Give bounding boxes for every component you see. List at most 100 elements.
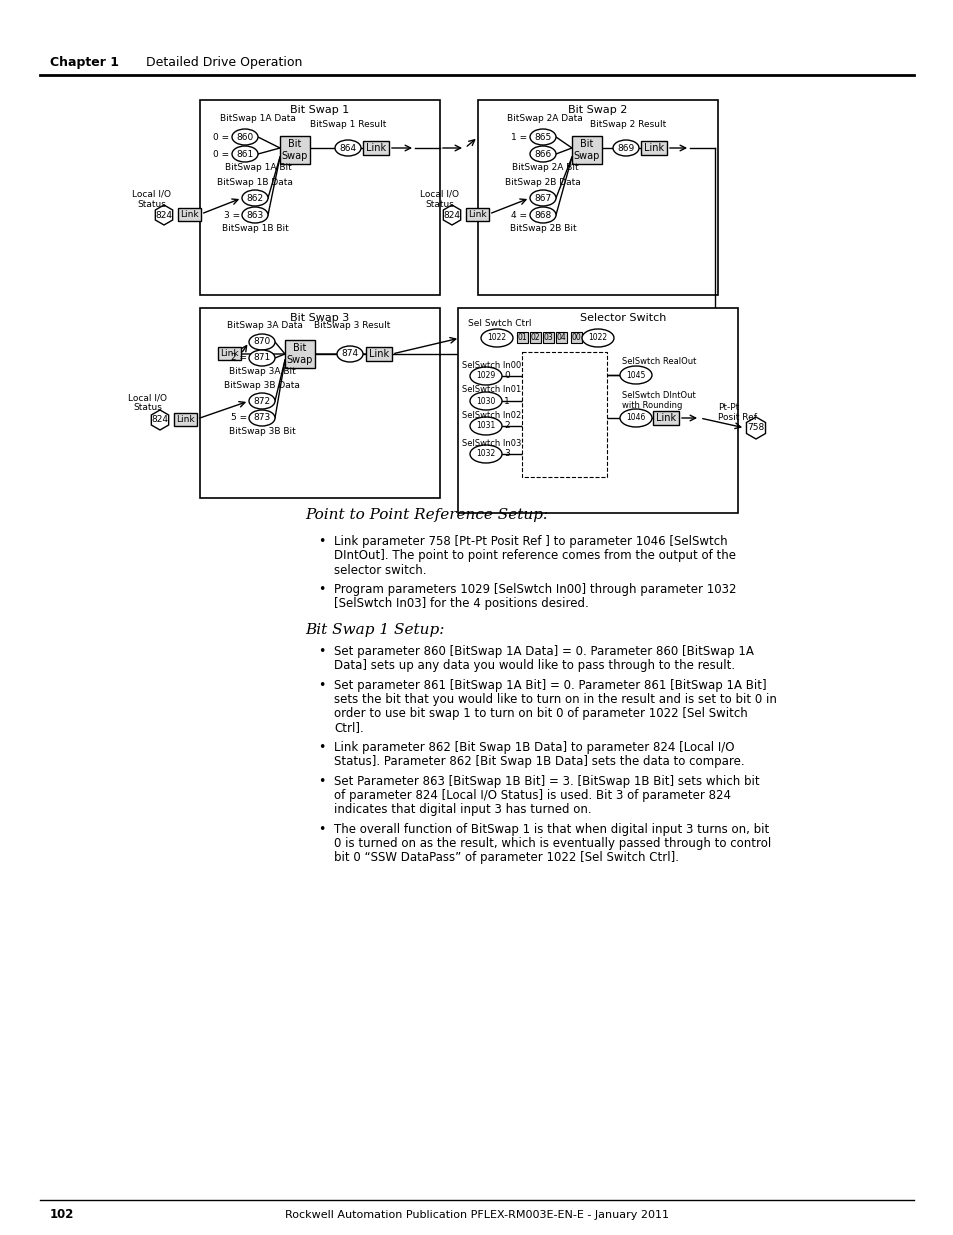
Text: The overall function of BitSwap 1 is that when digital input 3 turns on, bit: The overall function of BitSwap 1 is tha… — [334, 824, 768, 836]
Text: Local I/O: Local I/O — [129, 394, 168, 403]
Text: BitSwap 3B Bit: BitSwap 3B Bit — [229, 426, 295, 436]
Text: 758: 758 — [746, 424, 763, 432]
Text: 863: 863 — [246, 210, 263, 220]
Text: •: • — [317, 679, 325, 693]
Text: order to use bit swap 1 to turn on bit 0 of parameter 1022 [Sel Switch: order to use bit swap 1 to turn on bit 0… — [334, 708, 747, 720]
Text: 00: 00 — [571, 333, 580, 342]
Text: 1 =: 1 = — [511, 132, 526, 142]
Text: 874: 874 — [341, 350, 358, 358]
Text: 1022: 1022 — [588, 333, 607, 342]
Text: bit 0 “SSW DataPass” of parameter 1022 [Sel Switch Ctrl].: bit 0 “SSW DataPass” of parameter 1022 [… — [334, 851, 679, 864]
FancyBboxPatch shape — [280, 136, 310, 164]
Ellipse shape — [249, 393, 274, 409]
Text: Link: Link — [366, 143, 386, 153]
Text: Point to Point Reference Setup:: Point to Point Reference Setup: — [305, 508, 548, 522]
Ellipse shape — [581, 329, 614, 347]
Text: of parameter 824 [Local I/O Status] is used. Bit 3 of parameter 824: of parameter 824 [Local I/O Status] is u… — [334, 789, 730, 803]
Ellipse shape — [613, 140, 639, 156]
FancyBboxPatch shape — [200, 308, 439, 498]
Polygon shape — [443, 205, 460, 225]
Text: 1045: 1045 — [626, 370, 645, 379]
Text: Link parameter 862 [Bit Swap 1B Data] to parameter 824 [Local I/O: Link parameter 862 [Bit Swap 1B Data] to… — [334, 741, 734, 755]
Text: •: • — [317, 741, 325, 755]
Text: 870: 870 — [253, 337, 271, 347]
Text: Link: Link — [176, 415, 194, 424]
Text: Link: Link — [468, 210, 486, 219]
Text: BitSwap 1 Result: BitSwap 1 Result — [310, 120, 386, 128]
Text: Bit
Swap: Bit Swap — [573, 140, 599, 161]
Text: 871: 871 — [253, 353, 271, 363]
Text: 867: 867 — [534, 194, 551, 203]
Text: 1046: 1046 — [626, 414, 645, 422]
Ellipse shape — [470, 367, 501, 385]
Ellipse shape — [530, 190, 556, 206]
Text: Program parameters 1029 [SelSwtch In00] through parameter 1032: Program parameters 1029 [SelSwtch In00] … — [334, 583, 736, 597]
Text: BitSwap 2B Bit: BitSwap 2B Bit — [509, 224, 576, 232]
Polygon shape — [152, 410, 169, 430]
FancyBboxPatch shape — [542, 332, 554, 343]
Text: Local I/O: Local I/O — [420, 189, 459, 199]
Ellipse shape — [470, 445, 501, 463]
Text: SelSwtch In02: SelSwtch In02 — [461, 410, 520, 420]
Text: 03: 03 — [543, 333, 553, 342]
Text: 0 is turned on as the result, which is eventually passed through to control: 0 is turned on as the result, which is e… — [334, 837, 770, 851]
Text: 3 =: 3 = — [224, 210, 240, 220]
FancyBboxPatch shape — [465, 207, 489, 221]
Text: 1029: 1029 — [476, 372, 496, 380]
Text: 02: 02 — [530, 333, 539, 342]
Text: 869: 869 — [617, 143, 634, 152]
Text: 0: 0 — [503, 372, 509, 380]
Text: BitSwap 1B Bit: BitSwap 1B Bit — [221, 224, 288, 232]
Text: •: • — [317, 646, 325, 658]
Text: •: • — [317, 583, 325, 597]
Text: 860: 860 — [236, 132, 253, 142]
Text: 01: 01 — [517, 333, 527, 342]
Text: 865: 865 — [534, 132, 551, 142]
Text: DIntOut]. The point to point reference comes from the output of the: DIntOut]. The point to point reference c… — [334, 550, 735, 562]
Text: 4 =: 4 = — [511, 210, 526, 220]
Text: Set parameter 861 [BitSwap 1A Bit] = 0. Parameter 861 [BitSwap 1A Bit]: Set parameter 861 [BitSwap 1A Bit] = 0. … — [334, 679, 766, 693]
Text: BitSwap 2A Data: BitSwap 2A Data — [507, 114, 582, 122]
Text: 0 =: 0 = — [213, 132, 229, 142]
Text: 868: 868 — [534, 210, 551, 220]
Text: 04: 04 — [556, 333, 566, 342]
Ellipse shape — [242, 190, 268, 206]
Text: Link parameter 758 [Pt-Pt Posit Ref ] to parameter 1046 [SelSwtch: Link parameter 758 [Pt-Pt Posit Ref ] to… — [334, 536, 727, 548]
Text: 873: 873 — [253, 414, 271, 422]
Ellipse shape — [249, 350, 274, 366]
FancyBboxPatch shape — [178, 207, 201, 221]
Text: Status: Status — [133, 404, 162, 412]
Text: Link: Link — [656, 412, 676, 424]
Text: BitSwap 3A Bit: BitSwap 3A Bit — [229, 367, 295, 375]
Text: indicates that digital input 3 has turned on.: indicates that digital input 3 has turne… — [334, 804, 591, 816]
Text: 5 =: 5 = — [231, 414, 247, 422]
Text: Link: Link — [220, 350, 238, 358]
Text: Local I/O: Local I/O — [132, 189, 172, 199]
Text: BitSwap 3A Data: BitSwap 3A Data — [227, 321, 303, 330]
Text: Bit
Swap: Bit Swap — [287, 343, 313, 364]
Ellipse shape — [336, 346, 363, 362]
FancyBboxPatch shape — [517, 332, 527, 343]
Ellipse shape — [232, 146, 257, 162]
Ellipse shape — [619, 409, 651, 427]
Polygon shape — [155, 205, 172, 225]
Text: [SelSwtch In03] for the 4 positions desired.: [SelSwtch In03] for the 4 positions desi… — [334, 598, 588, 610]
Text: 102: 102 — [50, 1209, 74, 1221]
Text: BitSwap 2 Result: BitSwap 2 Result — [589, 120, 665, 128]
Text: Posit Ref: Posit Ref — [718, 414, 757, 422]
Text: 2 =: 2 = — [231, 353, 247, 363]
Text: SelSwtch DIntOut: SelSwtch DIntOut — [621, 390, 695, 399]
Text: SelSwtch RealOut: SelSwtch RealOut — [621, 357, 696, 367]
Text: Status: Status — [137, 200, 166, 209]
FancyBboxPatch shape — [652, 411, 679, 425]
Text: 0 =: 0 = — [213, 149, 229, 158]
Ellipse shape — [619, 366, 651, 384]
FancyBboxPatch shape — [521, 352, 606, 477]
Text: Sel Swtch Ctrl: Sel Swtch Ctrl — [468, 319, 531, 327]
FancyBboxPatch shape — [366, 347, 392, 361]
Text: BitSwap 2A Bit: BitSwap 2A Bit — [511, 163, 578, 172]
Text: Data] sets up any data you would like to pass through to the result.: Data] sets up any data you would like to… — [334, 659, 735, 673]
Text: •: • — [317, 824, 325, 836]
Text: •: • — [317, 776, 325, 788]
Text: Selector Switch: Selector Switch — [579, 312, 665, 324]
